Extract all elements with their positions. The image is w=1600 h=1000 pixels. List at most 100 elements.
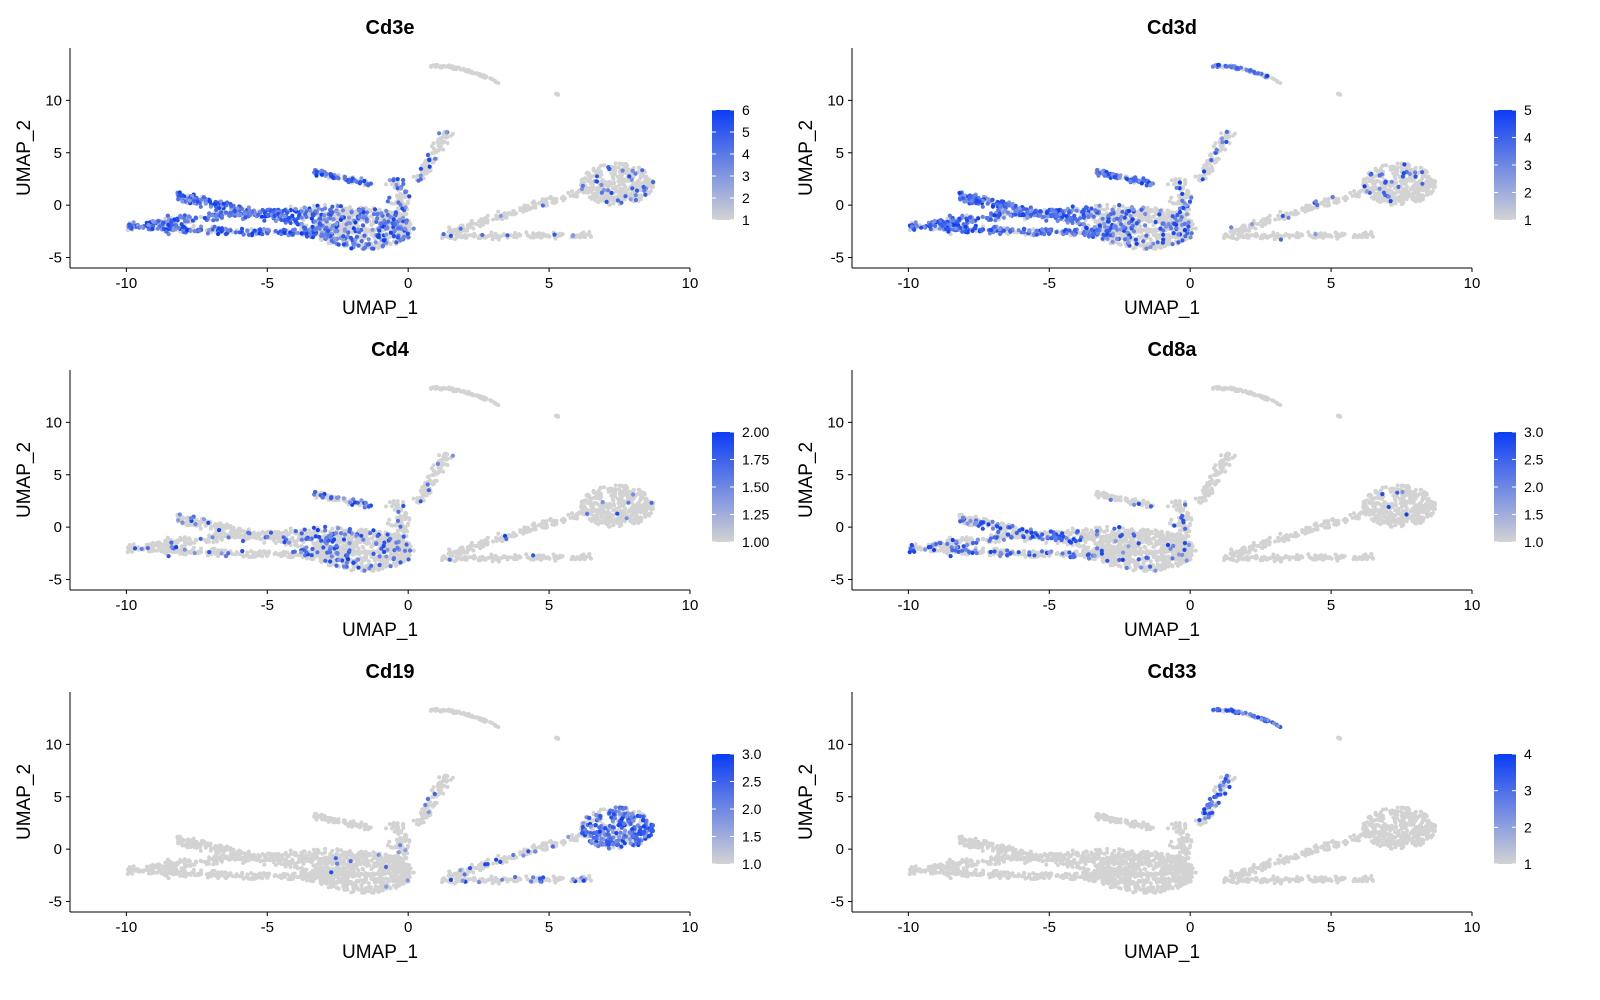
cell-point-expressing: [169, 222, 174, 227]
cell-point: [404, 212, 408, 217]
cell-point: [964, 213, 969, 218]
cell-point: [1116, 209, 1120, 214]
cell-point: [473, 233, 478, 238]
cell-point-expressing: [349, 210, 354, 215]
cell-point: [1147, 216, 1152, 220]
cell-point: [323, 202, 328, 207]
cell-point-expressing: [498, 213, 503, 219]
cell-point-expressing: [1014, 208, 1019, 214]
cell-point: [511, 209, 516, 214]
cell-point: [211, 540, 216, 545]
cell-point-expressing: [1134, 241, 1139, 246]
cell-point: [1352, 189, 1356, 194]
cell-point-expressing: [256, 212, 261, 217]
cell-point-expressing: [225, 228, 231, 233]
cell-point: [581, 190, 586, 195]
cell-point: [589, 181, 593, 186]
cell-point: [1259, 219, 1264, 224]
cell-point: [647, 177, 651, 182]
cell-point-expressing: [371, 212, 376, 217]
cell-point: [1386, 183, 1391, 187]
cell-point: [521, 207, 526, 212]
cell-point: [1326, 197, 1331, 202]
cell-point-expressing: [1058, 211, 1063, 217]
cell-point-expressing: [1139, 181, 1144, 186]
cell-point: [554, 199, 559, 204]
cell-point-expressing: [1084, 226, 1089, 231]
cell-point-expressing: [334, 221, 339, 226]
cell-point: [1393, 186, 1398, 191]
cell-point: [1193, 174, 1198, 179]
cell-point-expressing: [1184, 203, 1189, 208]
legend-label: 4: [742, 146, 750, 162]
cell-point-expressing: [928, 222, 933, 228]
cell-point: [1245, 233, 1250, 238]
cell-point: [1144, 229, 1149, 234]
cell-point: [1364, 232, 1369, 237]
cell-point-expressing: [288, 220, 293, 226]
cell-point: [1367, 186, 1372, 190]
cell-point-expressing: [628, 197, 633, 202]
cell-point-expressing: [1047, 228, 1052, 233]
cell-point-expressing: [394, 240, 399, 245]
cell-point-expressing: [338, 204, 343, 209]
cell-point-expressing: [623, 194, 628, 199]
cell-point: [585, 189, 590, 194]
cell-point-expressing: [1126, 240, 1131, 245]
cell-point-expressing: [206, 214, 211, 219]
cell-point-expressing: [1122, 237, 1128, 242]
y-axis-label: UMAP_2: [796, 120, 817, 196]
cell-point: [1373, 191, 1378, 196]
cell-point: [555, 92, 560, 96]
cell-point-expressing: [375, 212, 380, 217]
cell-point-expressing: [401, 177, 406, 183]
cell-point-expressing: [998, 204, 1003, 209]
cell-point: [1378, 166, 1383, 171]
cell-point-expressing: [336, 212, 341, 217]
cell-point: [434, 63, 439, 67]
cell-point: [1220, 144, 1225, 149]
cell-point: [1380, 196, 1385, 201]
cell-point-expressing: [970, 228, 975, 233]
cell-point-expressing: [933, 223, 938, 228]
cell-point: [1139, 215, 1144, 220]
cell-point-expressing: [342, 176, 347, 181]
cell-point-expressing: [1229, 225, 1234, 230]
cell-point-expressing: [259, 214, 265, 219]
cell-point-expressing: [155, 226, 160, 231]
cell-point: [365, 229, 370, 234]
cell-point: [1319, 232, 1324, 237]
cell-point-expressing: [242, 211, 248, 216]
chart-title: Cd3e: [366, 17, 415, 39]
cell-point-expressing: [437, 131, 442, 136]
x-axis-label: UMAP_1: [342, 298, 418, 319]
cell-point-expressing: [1112, 225, 1117, 230]
cell-point-expressing: [958, 197, 963, 202]
cell-point: [504, 214, 509, 219]
cell-point: [583, 176, 588, 181]
cell-point-expressing: [388, 230, 393, 235]
cell-point: [1395, 161, 1400, 166]
cell-point: [175, 538, 180, 543]
cell-point-expressing: [1003, 201, 1008, 206]
cell-point-expressing: [1081, 222, 1086, 227]
cell-point-expressing: [285, 210, 290, 215]
cell-point: [641, 180, 646, 185]
cell-point-expressing: [1044, 210, 1049, 215]
cell-point-expressing: [207, 228, 212, 233]
cell-point: [459, 67, 463, 72]
cell-point-expressing: [919, 225, 924, 230]
cell-point: [1151, 223, 1156, 227]
cell-point: [1154, 210, 1158, 215]
cell-point: [589, 195, 594, 200]
cell-point: [1148, 237, 1153, 242]
cell-point-expressing: [1400, 174, 1405, 179]
cell-point: [1404, 197, 1409, 202]
cell-point-expressing: [629, 177, 634, 182]
cell-point-expressing: [970, 219, 975, 224]
cell-point: [483, 235, 488, 240]
cell-point: [207, 533, 212, 538]
cell-point-expressing: [265, 212, 270, 217]
cell-point-expressing: [290, 232, 295, 237]
